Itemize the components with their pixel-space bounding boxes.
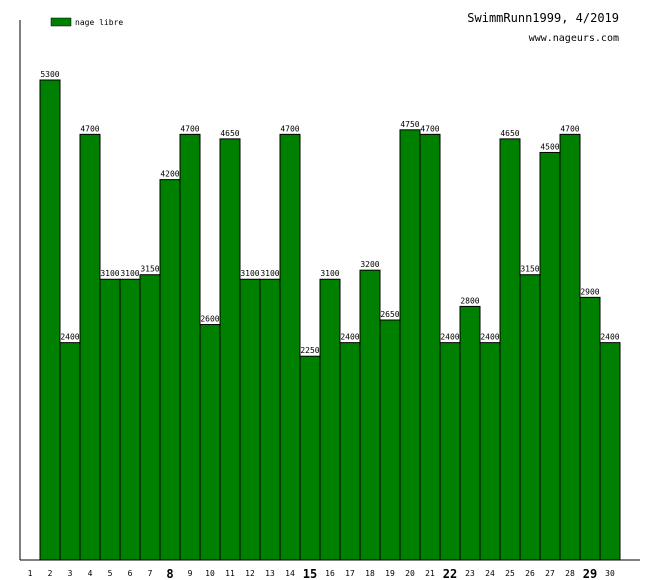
x-tick-13: 13 (265, 569, 275, 578)
bar-23 (459, 305, 481, 561)
x-tick-24: 24 (485, 569, 495, 578)
value-label-23: 2800 (460, 296, 479, 305)
value-label-13: 3100 (260, 269, 279, 278)
value-label-2: 5300 (40, 70, 59, 79)
value-label-24: 2400 (480, 333, 499, 342)
value-label-28: 4700 (560, 124, 579, 133)
value-label-18: 3200 (360, 260, 379, 269)
x-tick-23: 23 (465, 569, 475, 578)
value-label-15: 2250 (300, 346, 319, 355)
bar-12 (239, 278, 261, 561)
value-label-7: 3150 (140, 265, 159, 274)
bar-3 (59, 342, 81, 561)
value-label-14: 4700 (280, 124, 299, 133)
bar-7 (139, 274, 161, 561)
bar-21 (419, 133, 441, 561)
value-label-11: 4650 (220, 129, 239, 138)
x-tick-14: 14 (285, 569, 295, 578)
x-tick-2: 2 (48, 569, 53, 578)
bar-10 (199, 324, 221, 561)
value-label-4: 4700 (80, 124, 99, 133)
x-tick-10: 10 (205, 569, 215, 578)
value-label-8: 4200 (160, 170, 179, 179)
legend: nage libre (50, 17, 123, 27)
x-tick-7: 7 (148, 569, 153, 578)
x-tick-17: 17 (345, 569, 355, 578)
x-tick-15: 15 (303, 567, 317, 580)
x-tick-labels-group: 1 2 3 4 5 6 7 8 9 10 11 12 13 14 15 16 17 18 19 20 21 22 23 24 2… (28, 567, 615, 580)
x-tick-11: 11 (225, 569, 235, 578)
value-label-5: 3100 (100, 269, 119, 278)
legend-swatch (50, 17, 72, 27)
x-tick-3: 3 (68, 569, 73, 578)
x-tick-9: 9 (188, 569, 193, 578)
value-label-17: 2400 (340, 333, 359, 342)
x-tick-16: 16 (325, 569, 335, 578)
value-label-21: 4700 (420, 124, 439, 133)
bar-22 (439, 342, 461, 561)
bar-13 (259, 278, 281, 561)
bar-8 (159, 179, 181, 561)
value-label-22: 2400 (440, 333, 459, 342)
bar-5 (99, 278, 121, 561)
value-label-9: 4700 (180, 124, 199, 133)
x-tick-20: 20 (405, 569, 415, 578)
bar-19 (379, 319, 401, 561)
bar-17 (339, 342, 361, 561)
chart-title: SwimmRunn1999, 4/2019 (467, 11, 619, 25)
x-tick-28: 28 (565, 569, 575, 578)
bar-24 (479, 342, 501, 561)
bar-4 (79, 133, 101, 561)
x-tick-4: 4 (88, 569, 93, 578)
bar-6 (119, 278, 141, 561)
x-tick-25: 25 (505, 569, 515, 578)
bar-18 (359, 269, 381, 561)
bar-27 (539, 151, 561, 561)
value-label-29: 2900 (580, 287, 599, 296)
bar-20 (399, 129, 421, 561)
value-label-19: 2650 (380, 310, 399, 319)
x-tick-30: 30 (605, 569, 615, 578)
value-label-20: 4750 (400, 120, 419, 129)
bar-26 (519, 274, 541, 561)
x-tick-27: 27 (545, 569, 555, 578)
bar-29 (579, 296, 601, 561)
x-tick-22: 22 (443, 567, 457, 580)
value-label-16: 3100 (320, 269, 339, 278)
value-label-6: 3100 (120, 269, 139, 278)
x-tick-6: 6 (128, 569, 133, 578)
value-label-27: 4500 (540, 142, 559, 151)
x-tick-1: 1 (28, 569, 33, 578)
bar-15 (299, 355, 321, 561)
x-tick-19: 19 (385, 569, 395, 578)
x-tick-5: 5 (108, 569, 113, 578)
legend-label: nage libre (75, 18, 123, 27)
site-credit: www.nageurs.com (529, 33, 619, 44)
bars-group (39, 79, 621, 561)
value-label-3: 2400 (60, 333, 79, 342)
bar-9 (179, 133, 201, 561)
value-label-25: 4650 (500, 129, 519, 138)
bar-25 (499, 138, 521, 561)
value-label-12: 3100 (240, 269, 259, 278)
x-tick-12: 12 (245, 569, 255, 578)
x-tick-26: 26 (525, 569, 535, 578)
bar-14 (279, 133, 301, 561)
value-label-30: 2400 (600, 333, 619, 342)
x-tick-21: 21 (425, 569, 435, 578)
bar-28 (559, 133, 581, 561)
x-tick-8: 8 (166, 567, 173, 580)
x-tick-29: 29 (583, 567, 597, 580)
bar-11 (219, 138, 241, 561)
bar-30 (599, 342, 621, 561)
bar-2 (39, 79, 61, 561)
value-label-26: 3150 (520, 265, 539, 274)
value-label-10: 2600 (200, 315, 219, 324)
x-tick-18: 18 (365, 569, 375, 578)
bar-16 (319, 278, 341, 561)
